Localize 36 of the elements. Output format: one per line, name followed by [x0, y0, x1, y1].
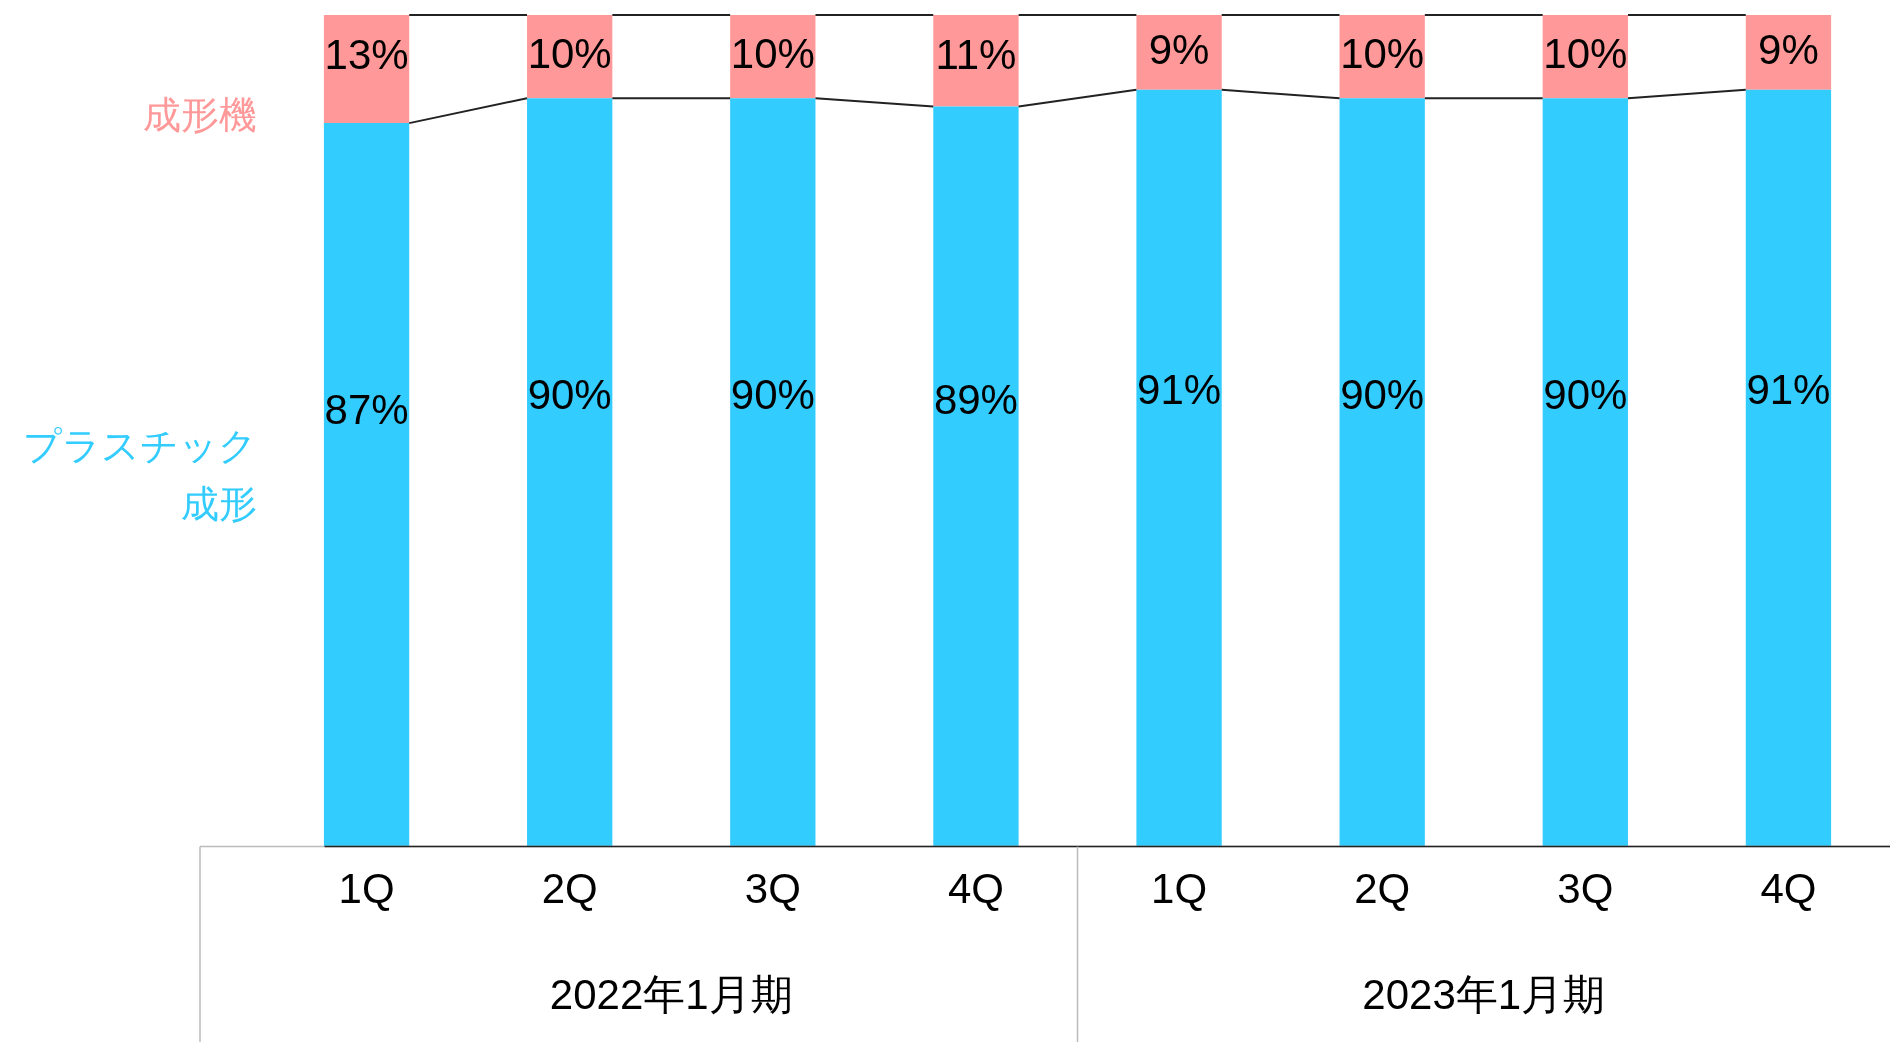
data-label: 90%	[730, 371, 815, 419]
data-label: 9%	[1758, 26, 1819, 73]
x-tick-label: 2Q	[1354, 865, 1411, 913]
bar	[527, 98, 613, 847]
data-label: 10%	[1340, 30, 1425, 78]
data-label: 91%	[1746, 366, 1831, 414]
data-label: 10%	[527, 30, 612, 78]
data-label: 90%	[1340, 371, 1425, 419]
text: 2023年1月期	[1362, 970, 1606, 1018]
data-label: 91%	[1137, 366, 1222, 414]
data-label: 13%	[324, 30, 409, 78]
bar	[1745, 89, 1832, 847]
series-label: 成形機	[143, 94, 257, 137]
data-label: 87%	[324, 386, 409, 434]
x-tick-label: 3Q	[744, 865, 801, 913]
data-label: 10%	[730, 30, 815, 78]
x-tick-label: 4Q	[947, 865, 1004, 913]
data-label: 11%	[935, 30, 1017, 78]
x-tick-label: 4Q	[1760, 865, 1817, 913]
data-label: 89%	[933, 376, 1018, 424]
bar	[323, 123, 410, 847]
data-label: 90%	[527, 371, 612, 419]
data-label: 90%	[1543, 371, 1628, 419]
x-tick-label: 2Q	[541, 865, 598, 913]
bar	[1542, 98, 1628, 847]
series-label: プラスチック成形	[23, 425, 257, 526]
data-label: 10%	[1543, 30, 1628, 78]
bar	[1136, 89, 1222, 847]
x-tick-label: 3Q	[1557, 865, 1614, 913]
bar	[1339, 98, 1425, 847]
data-label: 9%	[1148, 26, 1210, 73]
x-tick-label: 1Q	[338, 865, 395, 913]
text: 2022年1月期	[549, 970, 793, 1018]
x-tick-label: 1Q	[1151, 865, 1208, 913]
bar	[730, 98, 816, 847]
bar	[933, 106, 1019, 847]
